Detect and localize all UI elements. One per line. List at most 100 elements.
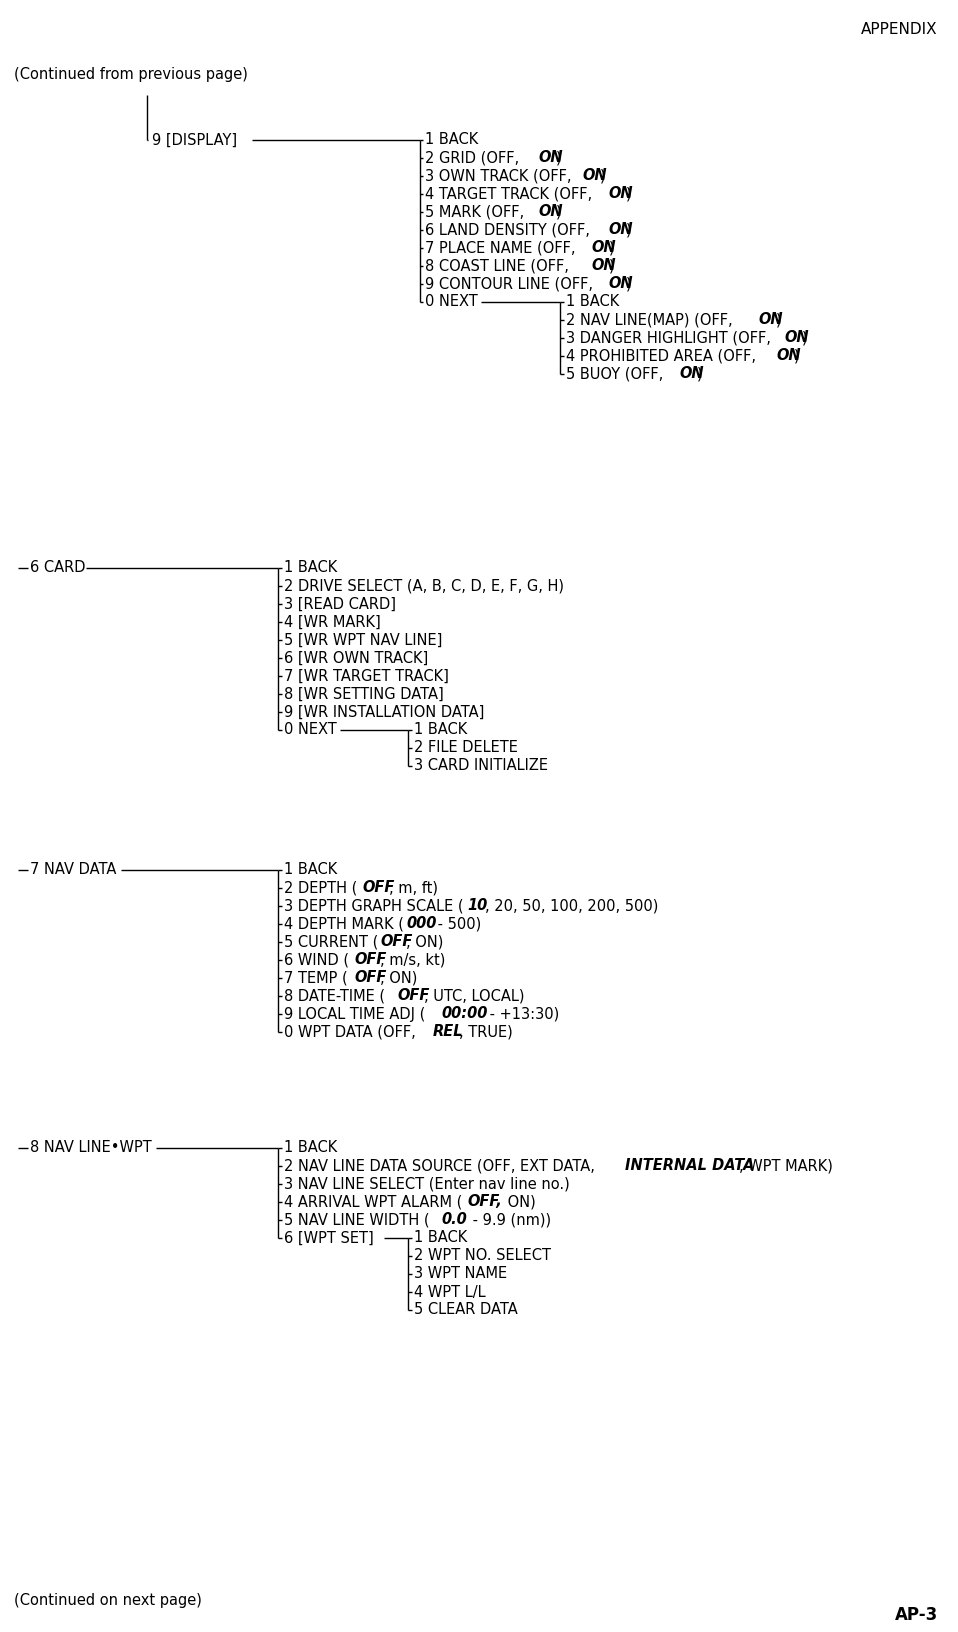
- Text: ): ): [600, 168, 605, 183]
- Text: 2 WPT NO. SELECT: 2 WPT NO. SELECT: [414, 1248, 551, 1263]
- Text: 3 CARD INITIALIZE: 3 CARD INITIALIZE: [414, 759, 548, 774]
- Text: 7 PLACE NAME (OFF,: 7 PLACE NAME (OFF,: [425, 240, 581, 256]
- Text: 9 [DISPLAY]: 9 [DISPLAY]: [152, 132, 238, 147]
- Text: 5 CLEAR DATA: 5 CLEAR DATA: [414, 1302, 517, 1317]
- Text: 0 WPT DATA (OFF,: 0 WPT DATA (OFF,: [284, 1025, 421, 1040]
- Text: 5 CURRENT (: 5 CURRENT (: [284, 935, 378, 950]
- Text: ON: ON: [538, 204, 563, 219]
- Text: 6 [WR OWN TRACK]: 6 [WR OWN TRACK]: [284, 651, 428, 666]
- Text: REL: REL: [433, 1025, 464, 1040]
- Text: ON: ON: [591, 240, 616, 256]
- Text: 2 GRID (OFF,: 2 GRID (OFF,: [425, 150, 524, 165]
- Text: 0.0: 0.0: [442, 1213, 468, 1227]
- Text: 8 COAST LINE (OFF,: 8 COAST LINE (OFF,: [425, 258, 574, 274]
- Text: 3 NAV LINE SELECT (Enter nav line no.): 3 NAV LINE SELECT (Enter nav line no.): [284, 1177, 570, 1191]
- Text: - +13:30): - +13:30): [486, 1007, 559, 1022]
- Text: ON: ON: [591, 258, 616, 274]
- Text: OFF: OFF: [354, 971, 386, 986]
- Text: 3 OWN TRACK (OFF,: 3 OWN TRACK (OFF,: [425, 168, 576, 183]
- Text: ON: ON: [608, 186, 633, 201]
- Text: ON): ON): [503, 1195, 536, 1209]
- Text: OFF: OFF: [363, 881, 395, 896]
- Text: 1 BACK: 1 BACK: [425, 132, 478, 147]
- Text: 2 DRIVE SELECT (A, B, C, D, E, F, G, H): 2 DRIVE SELECT (A, B, C, D, E, F, G, H): [284, 578, 564, 594]
- Text: 1 BACK: 1 BACK: [414, 723, 468, 738]
- Text: (Continued from previous page): (Continued from previous page): [14, 67, 248, 83]
- Text: APPENDIX: APPENDIX: [861, 21, 938, 38]
- Text: ): ): [627, 276, 632, 292]
- Text: 5 BUOY (OFF,: 5 BUOY (OFF,: [566, 367, 668, 382]
- Text: 4 TARGET TRACK (OFF,: 4 TARGET TRACK (OFF,: [425, 186, 597, 201]
- Text: 9 LOCAL TIME ADJ (: 9 LOCAL TIME ADJ (: [284, 1007, 425, 1022]
- Text: ON: ON: [680, 367, 704, 382]
- Text: 6 [WPT SET]: 6 [WPT SET]: [284, 1231, 374, 1245]
- Text: 6 CARD: 6 CARD: [30, 560, 85, 576]
- Text: 9 [WR INSTALLATION DATA]: 9 [WR INSTALLATION DATA]: [284, 705, 485, 720]
- Text: OFF: OFF: [354, 953, 386, 968]
- Text: , ON): , ON): [406, 935, 444, 950]
- Text: - 500): - 500): [433, 917, 481, 932]
- Text: 3 WPT NAME: 3 WPT NAME: [414, 1266, 507, 1281]
- Text: 3 DEPTH GRAPH SCALE (: 3 DEPTH GRAPH SCALE (: [284, 899, 464, 914]
- Text: 10: 10: [468, 899, 488, 914]
- Text: ): ): [557, 204, 562, 219]
- Text: 7 [WR TARGET TRACK]: 7 [WR TARGET TRACK]: [284, 669, 449, 684]
- Text: 0 NEXT: 0 NEXT: [425, 294, 478, 310]
- Text: 4 DEPTH MARK (: 4 DEPTH MARK (: [284, 917, 404, 932]
- Text: ON: ON: [608, 222, 633, 238]
- Text: ): ): [608, 258, 614, 274]
- Text: AP-3: AP-3: [895, 1606, 938, 1624]
- Text: 000: 000: [406, 917, 437, 932]
- Text: 2 DEPTH (: 2 DEPTH (: [284, 881, 357, 896]
- Text: ON: ON: [582, 168, 607, 183]
- Text: ): ): [776, 312, 782, 328]
- Text: 00:00: 00:00: [442, 1007, 488, 1022]
- Text: ): ): [802, 331, 808, 346]
- Text: ON: ON: [776, 349, 801, 364]
- Text: ): ): [697, 367, 703, 382]
- Text: - 9.9 (nm)): - 9.9 (nm)): [468, 1213, 551, 1227]
- Text: 2 NAV LINE DATA SOURCE (OFF, EXT DATA,: 2 NAV LINE DATA SOURCE (OFF, EXT DATA,: [284, 1159, 600, 1173]
- Text: 1 BACK: 1 BACK: [284, 560, 337, 576]
- Text: 5 MARK (OFF,: 5 MARK (OFF,: [425, 204, 529, 219]
- Text: OFF: OFF: [380, 935, 413, 950]
- Text: 1 BACK: 1 BACK: [566, 294, 619, 310]
- Text: 8 [WR SETTING DATA]: 8 [WR SETTING DATA]: [284, 687, 444, 702]
- Text: 2 NAV LINE(MAP) (OFF,: 2 NAV LINE(MAP) (OFF,: [566, 312, 738, 328]
- Text: ON: ON: [608, 276, 633, 292]
- Text: 4 ARRIVAL WPT ALARM (: 4 ARRIVAL WPT ALARM (: [284, 1195, 463, 1209]
- Text: ): ): [608, 240, 614, 256]
- Text: 4 PROHIBITED AREA (OFF,: 4 PROHIBITED AREA (OFF,: [566, 349, 761, 364]
- Text: 5 [WR WPT NAV LINE]: 5 [WR WPT NAV LINE]: [284, 633, 443, 648]
- Text: ): ): [627, 222, 632, 238]
- Text: OFF,: OFF,: [468, 1195, 503, 1209]
- Text: 9 CONTOUR LINE (OFF,: 9 CONTOUR LINE (OFF,: [425, 276, 598, 292]
- Text: 6 WIND (: 6 WIND (: [284, 953, 349, 968]
- Text: ON: ON: [538, 150, 563, 165]
- Text: ON: ON: [759, 312, 783, 328]
- Text: ): ): [627, 186, 632, 201]
- Text: , WPT MARK): , WPT MARK): [739, 1159, 833, 1173]
- Text: 3 [READ CARD]: 3 [READ CARD]: [284, 597, 396, 612]
- Text: 6 LAND DENSITY (OFF,: 6 LAND DENSITY (OFF,: [425, 222, 595, 238]
- Text: , UTC, LOCAL): , UTC, LOCAL): [424, 989, 524, 1004]
- Text: 8 NAV LINE•WPT: 8 NAV LINE•WPT: [30, 1141, 151, 1155]
- Text: ): ): [793, 349, 799, 364]
- Text: 2 FILE DELETE: 2 FILE DELETE: [414, 741, 518, 756]
- Text: 8 DATE-TIME (: 8 DATE-TIME (: [284, 989, 385, 1004]
- Text: 4 WPT L/L: 4 WPT L/L: [414, 1284, 486, 1299]
- Text: 1 BACK: 1 BACK: [414, 1231, 468, 1245]
- Text: ): ): [557, 150, 562, 165]
- Text: , m, ft): , m, ft): [389, 881, 438, 896]
- Text: 4 [WR MARK]: 4 [WR MARK]: [284, 615, 380, 630]
- Text: 1 BACK: 1 BACK: [284, 862, 337, 878]
- Text: 1 BACK: 1 BACK: [284, 1141, 337, 1155]
- Text: 0 NEXT: 0 NEXT: [284, 723, 337, 738]
- Text: 7 NAV DATA: 7 NAV DATA: [30, 862, 116, 878]
- Text: 7 TEMP (: 7 TEMP (: [284, 971, 348, 986]
- Text: ON: ON: [785, 331, 810, 346]
- Text: OFF: OFF: [398, 989, 430, 1004]
- Text: , m/s, kt): , m/s, kt): [380, 953, 445, 968]
- Text: , TRUE): , TRUE): [459, 1025, 513, 1040]
- Text: INTERNAL DATA: INTERNAL DATA: [626, 1159, 755, 1173]
